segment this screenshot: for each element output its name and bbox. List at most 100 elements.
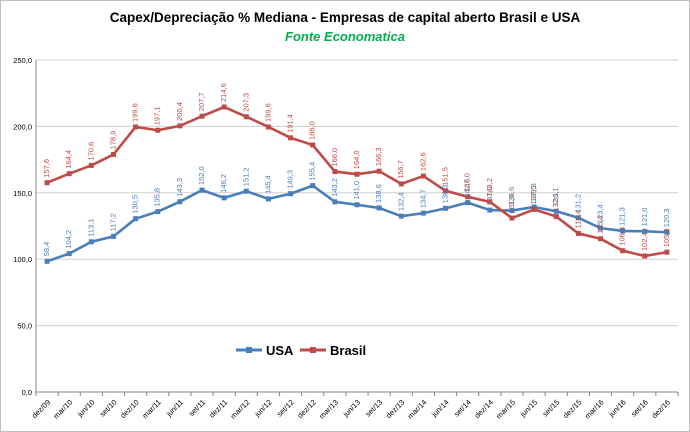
- data-point-usa: [487, 207, 493, 213]
- data-label-usa: 138,3: [441, 185, 450, 204]
- data-point-brasil: [288, 135, 294, 141]
- data-label-brasil: 199,6: [263, 103, 272, 122]
- data-point-usa: [642, 228, 648, 234]
- data-label-usa: 141,0: [352, 181, 361, 200]
- data-point-brasil: [44, 180, 50, 186]
- data-point-brasil: [66, 171, 72, 177]
- data-point-usa: [443, 205, 449, 211]
- data-point-usa: [553, 208, 559, 214]
- data-point-usa: [354, 202, 360, 208]
- data-point-usa: [133, 216, 139, 222]
- data-point-usa: [664, 229, 670, 235]
- data-label-brasil: 207,3: [241, 93, 250, 112]
- data-point-usa: [598, 225, 604, 231]
- series: [44, 104, 670, 264]
- chart-subtitle: Fonte Economatica: [285, 29, 405, 44]
- data-label-brasil: 106,4: [618, 227, 627, 246]
- y-tick-label: 100,0: [13, 255, 32, 264]
- data-label-brasil: 191,4: [286, 114, 295, 133]
- legend-brasil-label: Brasil: [330, 343, 366, 358]
- data-point-brasil: [155, 127, 161, 133]
- data-point-brasil: [332, 169, 338, 175]
- data-label-brasil: 151,5: [441, 167, 450, 186]
- data-label-usa: 130,5: [131, 195, 140, 214]
- data-point-brasil: [575, 230, 581, 236]
- data-label-brasil: 200,4: [175, 102, 184, 121]
- y-tick-label: 0,0: [22, 388, 32, 397]
- data-point-brasil: [133, 124, 139, 130]
- data-label-brasil: 178,9: [108, 131, 117, 150]
- data-label-usa: 145,4: [263, 175, 272, 194]
- axes: [35, 60, 679, 396]
- data-point-brasil: [88, 162, 94, 168]
- data-label-usa: 143,2: [330, 178, 339, 197]
- data-label-usa: 143,3: [175, 178, 184, 197]
- data-label-usa: 155,4: [308, 162, 317, 181]
- data-label-brasil: 207,7: [197, 92, 206, 111]
- data-point-brasil: [243, 114, 249, 120]
- data-label-brasil: 132,1: [551, 193, 560, 212]
- data-label-brasil: 170,6: [86, 142, 95, 161]
- data-point-brasil: [509, 215, 515, 221]
- data-label-brasil: 164,0: [352, 150, 361, 169]
- data-point-usa: [398, 213, 404, 219]
- data-point-brasil: [420, 173, 426, 179]
- data-label-usa: 98,4: [42, 242, 51, 257]
- data-label-brasil: 166,3: [374, 147, 383, 166]
- data-point-usa: [44, 258, 50, 264]
- data-point-brasil: [443, 188, 449, 194]
- data-point-usa: [66, 251, 72, 257]
- data-point-brasil: [354, 171, 360, 177]
- data-point-brasil: [598, 236, 604, 242]
- data-label-usa: 146,2: [219, 174, 228, 193]
- data-point-usa: [265, 196, 271, 202]
- data-label-brasil: 102,4: [640, 232, 649, 251]
- data-point-usa: [177, 199, 183, 205]
- data-label-usa: 142,6: [463, 179, 472, 198]
- legend-usa-marker: [246, 347, 252, 353]
- data-point-brasil: [642, 253, 648, 259]
- chart-title: Capex/Depreciação % Mediana - Empresas d…: [110, 10, 581, 25]
- data-point-usa: [465, 200, 471, 206]
- data-label-brasil: 115,4: [596, 216, 605, 234]
- data-point-usa: [243, 188, 249, 194]
- data-point-usa: [509, 208, 515, 214]
- y-tick-label: 150,0: [13, 189, 32, 198]
- data-label-usa: 137,0: [485, 186, 494, 205]
- data-label-brasil: 197,1: [153, 106, 162, 125]
- data-label-usa: 152,0: [197, 166, 206, 185]
- data-label-usa: 121,0: [640, 208, 649, 227]
- data-point-brasil: [376, 168, 382, 174]
- data-label-usa: 120,3: [662, 208, 671, 227]
- data-labels: 98,4 104,2 113,1 117,2 130,5 135,8 143,3 152,0 1…: [42, 83, 671, 256]
- y-tick-labels: 0,0 50,0 100,0 150,0 200,0 250,0: [13, 56, 32, 397]
- data-point-usa: [221, 195, 227, 201]
- data-point-usa: [199, 187, 205, 193]
- data-label-usa: 139,3: [529, 183, 538, 202]
- data-label-usa: 131,2: [573, 194, 582, 213]
- data-label-usa: 134,7: [418, 189, 427, 208]
- data-point-brasil: [199, 113, 205, 119]
- data-label-usa: 104,2: [64, 230, 73, 249]
- data-label-brasil: 105,3: [662, 228, 671, 247]
- data-point-brasil: [110, 151, 116, 157]
- data-label-brasil: 162,6: [418, 152, 427, 171]
- data-point-usa: [88, 239, 94, 245]
- data-point-brasil: [620, 248, 626, 254]
- gridlines: [36, 59, 678, 327]
- data-label-brasil: 131,0: [507, 194, 516, 213]
- data-label-brasil: 119,4: [573, 210, 582, 228]
- data-point-brasil: [465, 194, 471, 200]
- data-point-brasil: [553, 214, 559, 220]
- data-point-usa: [575, 215, 581, 221]
- data-label-usa: 138,6: [374, 184, 383, 203]
- legend-usa-label: USA: [266, 343, 294, 358]
- legend: USA Brasil: [236, 343, 366, 358]
- data-point-usa: [420, 210, 426, 216]
- data-point-brasil: [310, 142, 316, 148]
- data-label-usa: 121,3: [618, 207, 627, 226]
- data-label-usa: 135,8: [153, 188, 162, 207]
- data-point-brasil: [398, 181, 404, 187]
- data-point-brasil: [177, 123, 183, 129]
